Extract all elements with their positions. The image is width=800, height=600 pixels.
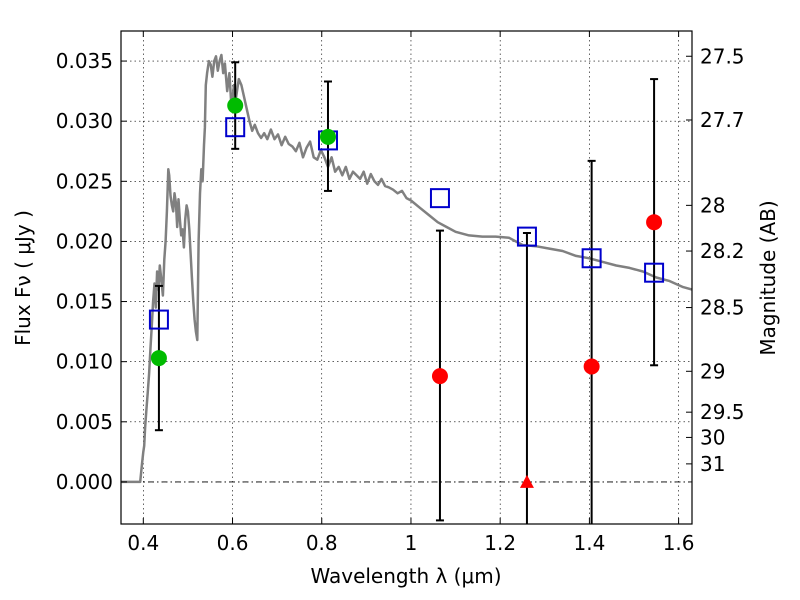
x-tick-label: 1.2 <box>484 531 516 555</box>
y-axis-label: Flux Fν ( μJy ) <box>11 210 35 346</box>
plot-content <box>121 53 692 524</box>
model-band-square <box>225 117 246 138</box>
right-tick-label: 28.5 <box>700 296 745 320</box>
y-tick-label: 0.000 <box>56 470 113 494</box>
y-tick-label: 0.005 <box>56 410 113 434</box>
nondetection-point <box>646 214 663 231</box>
right-tick-label: 27.5 <box>700 44 745 68</box>
right-tick-label: 30 <box>700 425 725 449</box>
x-tick-label: 0.8 <box>306 531 338 555</box>
axis-ticks <box>121 31 692 524</box>
nondetection-point <box>431 368 448 385</box>
right-tick-label: 29 <box>700 359 725 383</box>
model-band-square <box>644 262 665 283</box>
x-tick-label: 1.4 <box>573 531 605 555</box>
plot-frame <box>120 30 693 525</box>
y-tick-label: 0.035 <box>56 49 113 73</box>
x-tick-label: 0.4 <box>127 531 159 555</box>
x-tick-label: 1.6 <box>663 531 695 555</box>
upper-limit-triangle <box>519 474 534 488</box>
grid <box>121 31 692 524</box>
model-band-square <box>429 188 450 209</box>
y-tick-label: 0.015 <box>56 290 113 314</box>
x-tick-label: 0.6 <box>217 531 249 555</box>
x-axis-label: Wavelength λ (μm) <box>310 564 501 588</box>
detection-point <box>150 350 167 367</box>
right-axis-label: Magnitude (AB) <box>756 200 780 355</box>
right-tick-label: 31 <box>700 452 725 476</box>
model-band-square <box>148 309 169 330</box>
model-band-square <box>516 226 537 247</box>
x-tick-label: 1 <box>405 531 418 555</box>
right-tick-label: 28 <box>700 193 725 217</box>
data-markers <box>148 97 665 488</box>
tick-labels: 0.4 0.6 0.8 1 1.2 1.4 1.6 0.000 0.005 0.010 0.015 0… <box>56 44 745 555</box>
y-tick-label: 0.030 <box>56 109 113 133</box>
detection-point <box>319 128 336 145</box>
y-tick-label: 0.020 <box>56 229 113 253</box>
detection-point <box>227 97 244 114</box>
model-band-square <box>581 248 602 269</box>
right-tick-label: 27.7 <box>700 108 745 132</box>
right-tick-label: 29.5 <box>700 400 745 424</box>
right-tick-label: 28.2 <box>700 239 745 263</box>
nondetection-point <box>583 358 600 375</box>
y-tick-label: 0.010 <box>56 350 113 374</box>
y-tick-label: 0.025 <box>56 169 113 193</box>
model-spectrum-line <box>121 53 692 484</box>
